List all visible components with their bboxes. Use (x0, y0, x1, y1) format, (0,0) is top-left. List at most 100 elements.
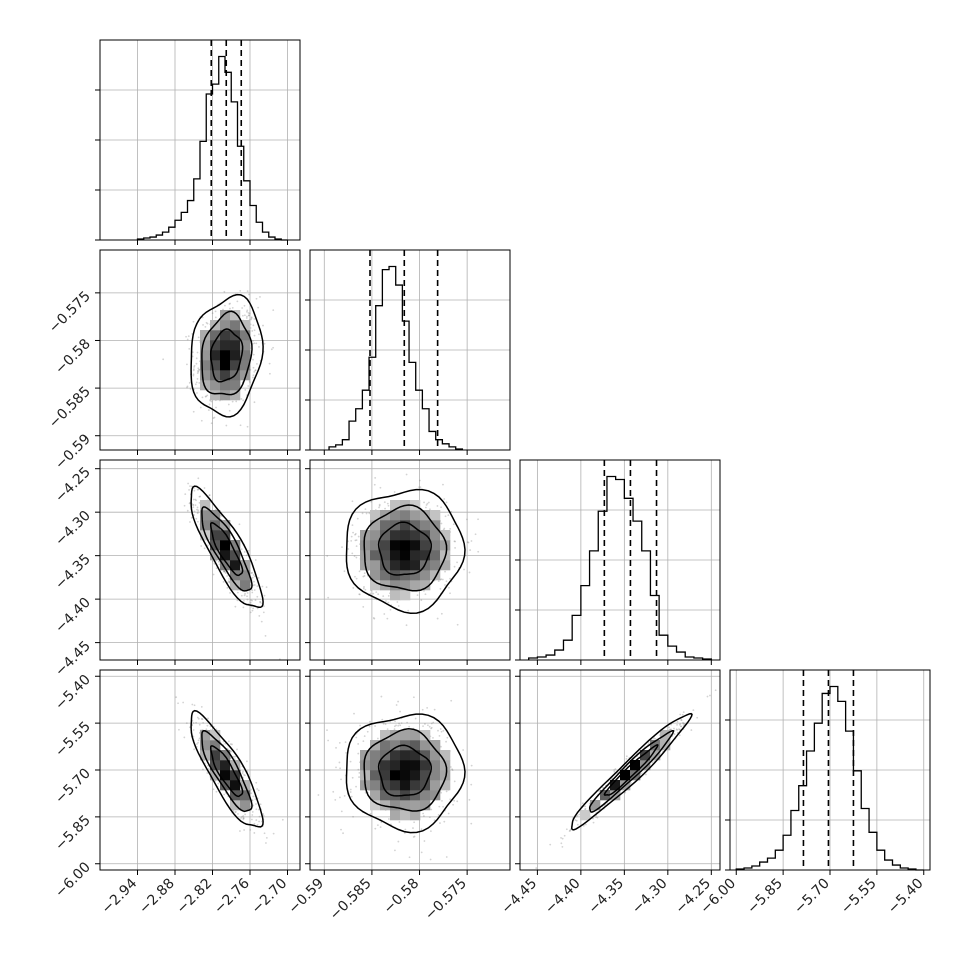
scatter-point (258, 808, 260, 811)
scatter-point (425, 504, 428, 506)
scatter-point (423, 589, 425, 592)
scatter-point (252, 804, 255, 807)
scatter-point (651, 761, 654, 764)
scatter-point (258, 333, 260, 336)
scatter-point (235, 400, 238, 403)
scatter-point (477, 550, 480, 553)
scatter-point (474, 533, 477, 536)
scatter-point (251, 376, 254, 379)
scatter-point (683, 722, 685, 725)
scatter-point (397, 724, 400, 727)
density-bin (400, 780, 411, 791)
scatter-point (272, 346, 275, 349)
scatter-point (613, 769, 616, 771)
scatter-point (384, 507, 386, 510)
scatter-point (272, 832, 275, 835)
scatter-point (361, 512, 364, 515)
scatter-point (382, 595, 385, 598)
contour-line (377, 521, 432, 576)
scatter-point (366, 730, 369, 733)
scatter-point (270, 348, 273, 351)
scatter-point (353, 712, 355, 715)
density-bin (640, 750, 651, 761)
y-tick-label: −0.59 (52, 431, 94, 473)
scatter-point (244, 774, 246, 777)
density-bin (410, 740, 421, 751)
scatter-point (243, 314, 246, 317)
scatter-point (188, 489, 190, 491)
scatter-point (339, 796, 341, 799)
scatter-point (397, 605, 400, 607)
scatter-point (440, 745, 442, 748)
scatter-point (229, 302, 231, 305)
x-tick-label: −4.35 (586, 876, 628, 918)
scatter-point (239, 830, 241, 832)
scatter-point (242, 770, 244, 773)
density-bin (220, 780, 231, 791)
scatter-point (350, 795, 353, 798)
scatter-point (195, 517, 198, 520)
density-bin (370, 560, 381, 571)
contour-line (209, 522, 244, 577)
scatter-point (200, 545, 203, 547)
density-bin (390, 560, 401, 571)
scatter-point (668, 726, 670, 729)
density-bin (440, 770, 451, 781)
scatter-point (449, 592, 451, 595)
scatter-point (463, 568, 465, 571)
scatter-point (198, 382, 201, 384)
scatter-point (206, 724, 209, 727)
scatter-point (258, 820, 260, 823)
scatter-point (210, 422, 213, 425)
joint-plot-area (100, 250, 300, 450)
scatter-point (408, 725, 411, 728)
scatter-point (240, 594, 243, 597)
scatter-point (430, 727, 432, 730)
scatter-point (226, 586, 229, 589)
scatter-point (252, 574, 255, 576)
scatter-point (429, 508, 431, 511)
density-bin (430, 550, 441, 561)
scatter-point (236, 591, 239, 594)
density-bin (390, 500, 401, 511)
density-bin (370, 520, 381, 531)
scatter-point (245, 554, 248, 557)
scatter-point (242, 817, 245, 820)
scatter-point (252, 353, 255, 356)
scatter-point (229, 307, 231, 310)
density-bin (410, 780, 421, 791)
x-tick-label: −5.70 (791, 876, 833, 918)
density-bin (220, 390, 231, 401)
scatter-point (223, 793, 226, 796)
density-shading (360, 500, 451, 601)
density-bin (220, 320, 231, 331)
scatter-point (248, 314, 250, 317)
scatter-point (243, 773, 245, 776)
scatter-point (341, 546, 343, 548)
scatter-point (251, 330, 254, 332)
scatter-point (561, 837, 564, 840)
scatter-point (195, 381, 198, 384)
density-bin (380, 770, 391, 781)
scatter-point (420, 851, 423, 854)
scatter-point (470, 540, 473, 542)
density-bin (380, 530, 391, 541)
contour-line (190, 293, 264, 418)
scatter-point (373, 483, 376, 486)
scatter-point (317, 794, 320, 796)
scatter-point (235, 811, 237, 813)
scatter-point (449, 798, 452, 801)
scatter-point (350, 539, 353, 542)
scatter-point (335, 746, 337, 749)
joint-plot-area (100, 460, 300, 660)
scatter-point (192, 498, 195, 501)
scatter-point (214, 310, 217, 313)
scatter-point (256, 585, 259, 588)
scatter-point (199, 495, 202, 498)
scatter-point (678, 723, 681, 726)
scatter-point (363, 586, 365, 588)
scatter-point (446, 736, 449, 739)
scatter-point (427, 724, 429, 727)
density-bin (430, 540, 441, 551)
scatter-point (196, 372, 199, 374)
